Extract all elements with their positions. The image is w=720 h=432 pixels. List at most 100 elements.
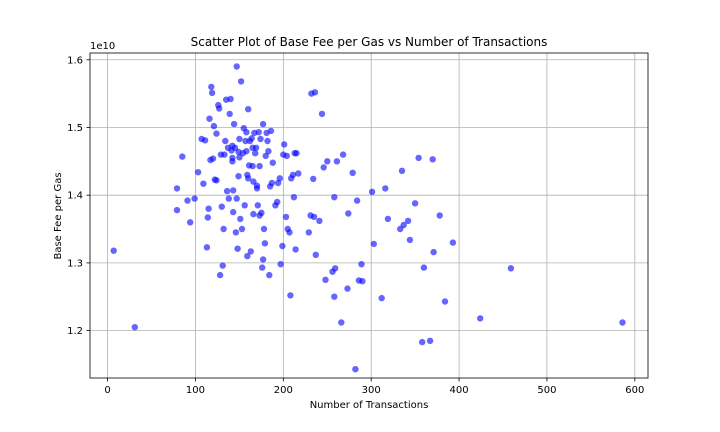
data-point	[229, 158, 236, 165]
data-point	[507, 265, 515, 272]
data-point	[203, 244, 211, 251]
data-point	[292, 246, 299, 253]
data-point	[250, 210, 257, 218]
data-point	[359, 278, 366, 285]
data-point	[227, 95, 234, 103]
data-point	[283, 152, 290, 160]
data-point	[244, 252, 251, 260]
data-point	[264, 137, 271, 145]
data-point	[331, 293, 338, 300]
chart-title: Scatter Plot of Base Fee per Gas vs Numb…	[191, 35, 548, 49]
data-point	[226, 110, 233, 118]
data-point	[233, 63, 240, 70]
data-point	[368, 188, 376, 195]
data-point	[252, 150, 259, 157]
data-point	[230, 120, 238, 128]
data-point	[265, 148, 272, 155]
data-point	[310, 213, 318, 221]
data-point	[287, 292, 294, 299]
data-point	[216, 271, 224, 279]
data-point	[286, 229, 293, 236]
data-point	[311, 89, 319, 96]
data-point	[436, 212, 443, 219]
data-point	[276, 175, 283, 182]
data-point	[345, 210, 352, 217]
data-point	[378, 294, 385, 302]
y-axis-label: Base Fee per Gas	[53, 172, 64, 259]
x-tick-label: 0	[104, 385, 110, 396]
data-point	[420, 264, 428, 271]
data-point	[331, 194, 338, 201]
data-point	[256, 162, 263, 170]
data-point	[237, 215, 244, 223]
data-point	[204, 214, 211, 221]
data-point	[261, 240, 269, 247]
data-point	[238, 225, 246, 233]
data-point	[248, 135, 255, 142]
data-point	[324, 158, 331, 165]
data-point	[223, 187, 231, 195]
data-point	[221, 151, 228, 158]
data-point	[338, 319, 345, 326]
data-point	[241, 202, 248, 209]
data-point	[243, 148, 250, 155]
data-point	[131, 324, 138, 331]
y-tick-label: 1.5	[67, 123, 83, 134]
data-point	[235, 173, 242, 180]
data-point	[419, 338, 426, 346]
data-point	[268, 179, 276, 187]
data-point	[216, 105, 223, 112]
data-point	[110, 247, 117, 254]
data-point	[262, 152, 269, 160]
data-point	[173, 206, 181, 214]
data-point	[258, 209, 265, 216]
data-point	[259, 120, 267, 128]
data-point	[477, 315, 484, 322]
data-point	[316, 217, 323, 225]
data-point	[253, 185, 261, 192]
data-point	[281, 141, 288, 148]
data-point	[295, 170, 302, 177]
data-point	[206, 115, 213, 122]
data-point	[230, 208, 237, 216]
data-point	[384, 215, 392, 223]
data-point	[237, 78, 245, 85]
data-point	[289, 171, 297, 179]
data-point	[266, 271, 273, 279]
data-point	[184, 197, 191, 204]
data-point	[305, 229, 312, 236]
data-point	[236, 135, 243, 143]
y-axis: 1.2 1.3 1.4 1.5 1.6	[67, 55, 90, 337]
x-tick-label: 600	[625, 385, 644, 396]
y-offset-label: 1e10	[90, 41, 115, 52]
data-point	[179, 153, 186, 160]
data-point	[243, 129, 250, 136]
data-point	[173, 185, 181, 192]
data-point	[429, 156, 436, 163]
data-point	[194, 169, 202, 176]
data-point	[277, 261, 284, 268]
data-point	[353, 197, 361, 204]
x-axis-label: Number of Transactions	[310, 400, 429, 411]
data-point	[398, 167, 406, 174]
data-point	[333, 158, 341, 165]
data-point	[218, 203, 225, 210]
data-point	[404, 217, 412, 225]
data-point	[255, 129, 262, 136]
data-point	[222, 137, 229, 145]
data-point	[406, 236, 414, 244]
data-point	[225, 195, 232, 202]
data-point	[312, 251, 319, 258]
data-point	[259, 256, 267, 263]
data-point	[210, 122, 218, 130]
data-point	[310, 175, 317, 183]
data-point	[254, 202, 261, 209]
data-point	[279, 242, 286, 250]
data-point	[201, 137, 209, 144]
data-point	[344, 285, 351, 292]
x-axis: 0 100 200 300 400 500 600	[104, 378, 644, 396]
data-point	[400, 221, 407, 229]
y-tick-label: 1.3	[67, 258, 83, 269]
data-point	[249, 162, 256, 170]
